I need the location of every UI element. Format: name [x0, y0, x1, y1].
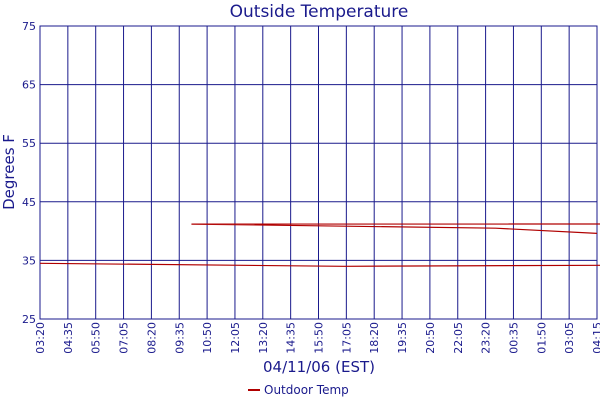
y-tick-label: 55	[22, 137, 36, 150]
x-tick-label: 08:20	[145, 322, 158, 354]
x-tick-label: 03:20	[34, 322, 47, 354]
x-tick-label: 10:50	[201, 322, 214, 354]
x-tick-label: 14:35	[285, 322, 298, 354]
x-tick-label: 01:50	[535, 322, 548, 354]
x-tick-label: 18:20	[368, 322, 381, 354]
x-tick-label: 00:35	[507, 322, 520, 354]
x-tick-label: 04:15	[591, 322, 600, 354]
x-tick-labels: 03:20 04:35 05:50 07:05 08:20 09:35 10:50 12:05…	[34, 322, 600, 354]
x-tick-label: 13:20	[257, 322, 270, 354]
y-tick-label: 25	[22, 313, 36, 326]
y-tick-label: 45	[22, 196, 36, 209]
x-tick-label: 20:50	[424, 322, 437, 354]
x-tick-label: 07:05	[118, 322, 131, 354]
x-tick-label: 04:35	[62, 322, 75, 354]
x-tick-label: 19:35	[396, 322, 409, 354]
y-axis-title: Degrees F	[0, 134, 18, 210]
y-tick-label: 65	[22, 79, 36, 92]
grid-lines	[39, 25, 598, 320]
x-tick-label: 23:20	[480, 322, 493, 354]
legend-label: Outdoor Temp	[264, 383, 349, 397]
x-tick-label: 22:05	[452, 322, 465, 354]
chart-title: Outside Temperature	[230, 2, 409, 22]
x-tick-label: 12:05	[229, 322, 242, 354]
x-tick-label: 09:35	[173, 322, 186, 354]
x-tick-label: 17:05	[340, 322, 353, 354]
x-tick-label: 15:50	[313, 322, 326, 354]
x-tick-label: 03:05	[563, 322, 576, 354]
y-tick-labels: 25 35 45 55 65 75	[22, 20, 36, 326]
y-tick-label: 35	[22, 254, 36, 267]
x-tick-label: 05:50	[90, 322, 103, 354]
x-axis-title: 04/11/06 (EST)	[263, 358, 375, 376]
y-tick-label: 75	[22, 20, 36, 33]
legend: Outdoor Temp	[248, 383, 349, 397]
